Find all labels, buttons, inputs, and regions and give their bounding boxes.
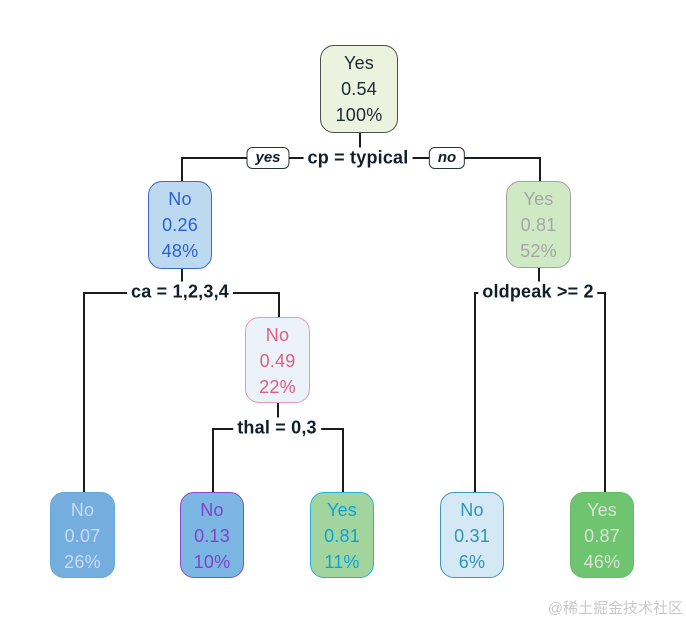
node-label: No bbox=[168, 189, 192, 209]
branch-tag-yes: yes bbox=[246, 147, 290, 169]
node-coverage: 26% bbox=[64, 552, 101, 572]
tree-node-26pct: No 0.07 26% bbox=[50, 492, 115, 578]
tree-node-52pct: Yes 0.81 52% bbox=[506, 181, 571, 268]
tree-edge bbox=[181, 269, 183, 292]
node-value: 0.26 bbox=[162, 215, 198, 235]
tree-node-48pct: No 0.26 48% bbox=[148, 181, 212, 269]
tree-edge bbox=[539, 157, 541, 183]
node-value: 0.81 bbox=[520, 215, 557, 235]
tree-edge bbox=[359, 133, 361, 157]
branch-tag-no: no bbox=[428, 147, 466, 169]
node-coverage: 48% bbox=[161, 241, 199, 261]
tree-edge bbox=[212, 428, 214, 493]
node-coverage: 11% bbox=[324, 552, 360, 572]
node-label: Yes bbox=[327, 500, 357, 520]
tree-edge bbox=[538, 268, 540, 292]
split-label: thal = 0,3 bbox=[233, 417, 321, 439]
node-value: 0.13 bbox=[194, 526, 230, 546]
split-label: ca = 1,2,3,4 bbox=[127, 281, 233, 303]
node-value: 0.54 bbox=[341, 79, 377, 99]
tree-edge bbox=[342, 428, 344, 493]
node-label: No bbox=[70, 500, 95, 520]
tree-node-10pct: No 0.13 10% bbox=[180, 492, 244, 578]
split-label: oldpeak >= 2 bbox=[478, 281, 598, 303]
node-coverage: 46% bbox=[583, 552, 621, 572]
node-value: 0.49 bbox=[259, 351, 296, 371]
node-label: Yes bbox=[344, 53, 374, 73]
node-label: No bbox=[200, 500, 224, 520]
tree-node-6pct: No 0.31 6% bbox=[440, 492, 504, 578]
tree-node-100pct: Yes 0.54 100% bbox=[320, 45, 398, 133]
tree-edge bbox=[604, 292, 606, 493]
node-value: 0.31 bbox=[454, 526, 490, 546]
node-label: Yes bbox=[523, 189, 554, 209]
node-coverage: 10% bbox=[193, 552, 231, 572]
tree-node-46pct: Yes 0.87 46% bbox=[570, 492, 634, 578]
tree-node-22pct: No 0.49 22% bbox=[245, 317, 310, 403]
tree-edge bbox=[278, 292, 280, 318]
node-value: 0.07 bbox=[64, 526, 101, 546]
node-coverage: 100% bbox=[335, 105, 383, 125]
tree-node-11pct: Yes 0.81 11% bbox=[310, 492, 374, 578]
node-coverage: 6% bbox=[458, 552, 486, 572]
tree-edge bbox=[181, 157, 183, 183]
tree-edge bbox=[83, 292, 85, 493]
split-label: cp = typical bbox=[303, 147, 413, 169]
node-label: Yes bbox=[587, 500, 617, 520]
tree-edge bbox=[277, 403, 279, 428]
node-label: No bbox=[265, 325, 290, 345]
watermark: @稀土掘金技术社区 bbox=[547, 600, 683, 617]
node-coverage: 52% bbox=[520, 241, 557, 261]
node-value: 0.87 bbox=[584, 526, 620, 546]
node-value: 0.81 bbox=[324, 526, 360, 546]
node-coverage: 22% bbox=[259, 377, 296, 397]
node-label: No bbox=[460, 500, 484, 520]
tree-edge bbox=[474, 292, 476, 493]
